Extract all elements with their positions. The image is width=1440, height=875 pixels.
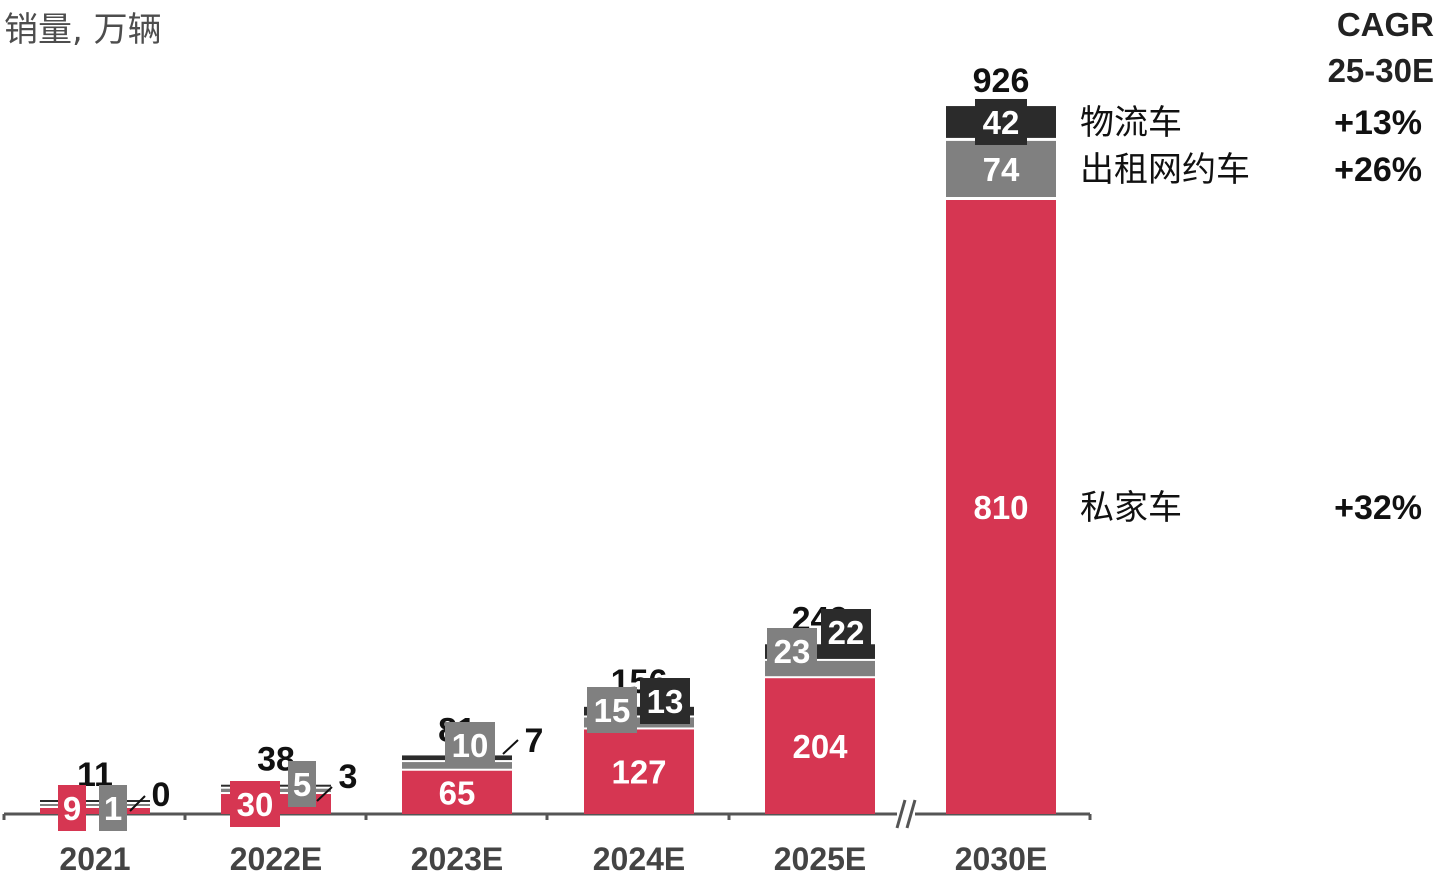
value-label-logistics: 22 — [828, 614, 865, 651]
value-label-private: 204 — [792, 728, 848, 765]
legend-label: 出租网约车 — [1080, 150, 1250, 190]
bar-segment-taxi — [40, 804, 150, 806]
leader-line — [316, 786, 333, 802]
value-label-private: 9 — [63, 790, 81, 827]
axis-break-mark — [895, 799, 907, 829]
value-label-private-box — [58, 785, 86, 831]
bar-segment-logistics — [40, 800, 150, 802]
value-label-private: 65 — [439, 774, 476, 811]
cagr-header-line2: 25-30E — [1327, 52, 1434, 89]
value-label-private: 127 — [611, 754, 666, 791]
value-label-taxi: 10 — [452, 727, 489, 764]
x-tick-label: 2024E — [593, 841, 686, 875]
bar-segment-private — [584, 729, 694, 814]
x-tick-label: 2022E — [230, 841, 323, 875]
bar-segment-private — [40, 808, 150, 814]
value-label-logistics-box — [640, 678, 690, 724]
value-label-taxi-box — [975, 145, 1027, 192]
x-tick-label: 2023E — [411, 841, 504, 875]
value-label-logistics: 42 — [983, 104, 1020, 141]
leader-line — [502, 739, 519, 755]
total-label: 926 — [973, 62, 1030, 100]
value-label-taxi: 15 — [594, 692, 631, 729]
bar-segment-private — [946, 200, 1056, 814]
value-label-taxi: 23 — [774, 633, 811, 670]
value-label-taxi-box — [288, 761, 316, 807]
value-label-private: 810 — [973, 489, 1028, 526]
x-tick-label: 2025E — [774, 841, 867, 875]
value-label-logistics: 0 — [152, 776, 171, 814]
value-label-private: 30 — [237, 786, 274, 823]
legend-label: 物流车 — [1080, 103, 1182, 143]
value-label-taxi-box — [445, 722, 495, 768]
unit-label: 销量, 万辆 — [4, 10, 162, 50]
value-label-logistics-box — [975, 98, 1027, 145]
cagr-value: +32% — [1334, 489, 1422, 527]
x-tick-label: 2021 — [59, 841, 130, 875]
value-label-logistics-box — [821, 609, 871, 655]
cagr-header-line1: CAGR — [1336, 6, 1434, 43]
x-tick-label: 2030E — [955, 841, 1048, 875]
value-label-taxi: 1 — [104, 790, 122, 827]
bar-segment-taxi — [584, 717, 694, 728]
cagr-value: +26% — [1334, 151, 1422, 189]
axis-break-mark — [905, 799, 917, 829]
value-label-taxi-box — [99, 785, 127, 831]
leader-line — [129, 795, 146, 812]
cagr-value: +13% — [1334, 104, 1422, 142]
value-label-taxi: 5 — [293, 766, 311, 803]
bar-segment-logistics — [584, 706, 694, 716]
legend-label: 私家车 — [1080, 488, 1182, 528]
cagr-header: CAGR 25-30E — [1234, 2, 1434, 94]
value-label-taxi-box — [767, 628, 817, 674]
value-label-private-box — [230, 781, 280, 827]
value-label-logistics: 13 — [647, 683, 684, 720]
bar-segment-private — [765, 678, 875, 814]
bar-segment-private — [402, 770, 512, 814]
value-label-logistics: 3 — [339, 758, 358, 796]
value-label-taxi-box — [587, 687, 637, 733]
value-label-taxi: 74 — [983, 151, 1020, 188]
value-label-logistics: 7 — [525, 722, 544, 760]
